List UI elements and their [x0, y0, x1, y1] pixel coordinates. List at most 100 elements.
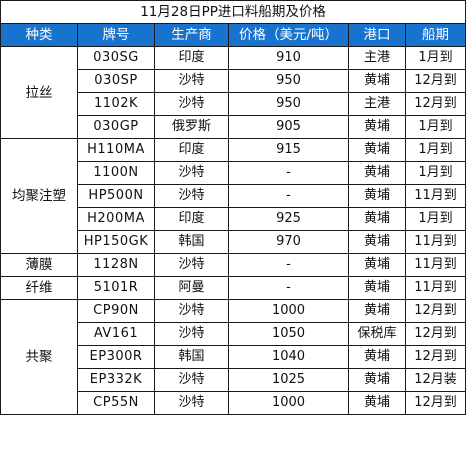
producer-cell: 阿曼 — [154, 276, 229, 300]
schedule-cell: 12月到 — [404, 391, 466, 415]
producer-cell: 印度 — [154, 207, 229, 231]
producer-cell: 韩国 — [154, 345, 229, 369]
schedule-cell: 12月到 — [404, 69, 466, 93]
price-cell: 1025 — [228, 368, 349, 392]
header-row: 种类 牌号 生产商 价格（美元/吨） 港口 船期 — [0, 23, 466, 47]
price-cell: 905 — [228, 115, 349, 139]
price-cell: 1050 — [228, 322, 349, 346]
table-row: H200MA 印度 925 黄埔 1月到 — [1, 207, 466, 231]
grade-cell: H200MA — [77, 207, 155, 231]
price-cell: 970 — [228, 230, 349, 254]
table-row: HP150GK 韩国 970 黄埔 11月到 — [1, 230, 466, 254]
schedule-cell: 12月到 — [404, 345, 466, 369]
producer-cell: 沙特 — [154, 92, 229, 116]
table-row: AV161 沙特 1050 保税库 12月到 — [1, 322, 466, 346]
port-cell: 黄埔 — [348, 345, 406, 369]
producer-cell: 沙特 — [154, 368, 229, 392]
grade-cell: 5101R — [77, 276, 155, 300]
grade-cell: 1100N — [77, 161, 155, 185]
port-cell: 黄埔 — [348, 368, 406, 392]
price-cell: 915 — [228, 138, 349, 162]
table-row: 纤维 5101R 阿曼 - 黄埔 11月到 — [0, 276, 466, 300]
schedule-cell: 1月到 — [404, 46, 466, 70]
port-cell: 黄埔 — [348, 207, 406, 231]
port-cell: 黄埔 — [348, 276, 406, 300]
table-row: 030SP 沙特 950 黄埔 12月到 — [1, 69, 466, 93]
category-cell: 共聚 — [0, 299, 78, 415]
table-row: EP332K 沙特 1025 黄埔 12月装 — [1, 368, 466, 392]
header-port: 港口 — [348, 23, 406, 47]
producer-cell: 沙特 — [154, 299, 229, 323]
grade-cell: 030SP — [77, 69, 155, 93]
table-body: 拉丝 030SG 印度 910 主港 1月到 030SP 沙特 950 黄埔 12月到 1102K 沙特… — [0, 46, 466, 415]
grade-cell: 1128N — [77, 253, 155, 277]
grade-cell: EP300R — [77, 345, 155, 369]
header-schedule: 船期 — [404, 23, 466, 47]
table-row: 1102K 沙特 950 主港 12月到 — [1, 92, 466, 116]
pp-import-table: 11月28日PP进口料船期及价格 种类 牌号 生产商 价格（美元/吨） 港口 船… — [0, 0, 466, 415]
schedule-cell: 11月到 — [404, 184, 466, 208]
price-cell: 950 — [228, 69, 349, 93]
schedule-cell: 11月到 — [404, 253, 466, 277]
producer-cell: 沙特 — [154, 391, 229, 415]
category-cell: 薄膜 — [0, 253, 78, 277]
header-price: 价格（美元/吨） — [228, 23, 349, 47]
price-cell: 925 — [228, 207, 349, 231]
header-category: 种类 — [0, 23, 78, 47]
producer-cell: 沙特 — [154, 184, 229, 208]
producer-cell: 沙特 — [154, 69, 229, 93]
grade-cell: 030SG — [77, 46, 155, 70]
schedule-cell: 12月到 — [404, 92, 466, 116]
header-producer: 生产商 — [154, 23, 229, 47]
header-grade: 牌号 — [77, 23, 155, 47]
producer-cell: 沙特 — [154, 253, 229, 277]
table-title: 11月28日PP进口料船期及价格 — [0, 0, 466, 24]
producer-cell: 沙特 — [154, 161, 229, 185]
schedule-cell: 12月装 — [404, 368, 466, 392]
category-cell: 均聚注塑 — [0, 138, 78, 254]
port-cell: 黄埔 — [348, 138, 406, 162]
port-cell: 黄埔 — [348, 115, 406, 139]
port-cell: 黄埔 — [348, 184, 406, 208]
schedule-cell: 1月到 — [404, 138, 466, 162]
port-cell: 保税库 — [348, 322, 406, 346]
grade-cell: H110MA — [77, 138, 155, 162]
grade-cell: 030GP — [77, 115, 155, 139]
price-cell: 950 — [228, 92, 349, 116]
port-cell: 黄埔 — [348, 161, 406, 185]
price-cell: 1000 — [228, 299, 349, 323]
table-row: 共聚 CP90N 沙特 1000 黄埔 12月到 — [0, 299, 466, 415]
table-row: 均聚注塑 H110MA 印度 915 黄埔 1月到 — [0, 138, 466, 254]
grade-cell: HP150GK — [77, 230, 155, 254]
producer-cell: 沙特 — [154, 322, 229, 346]
producer-cell: 印度 — [154, 138, 229, 162]
table-row: 拉丝 030SG 印度 910 主港 1月到 — [0, 46, 466, 139]
producer-cell: 印度 — [154, 46, 229, 70]
grade-cell: CP55N — [77, 391, 155, 415]
port-cell: 黄埔 — [348, 69, 406, 93]
port-cell: 黄埔 — [348, 230, 406, 254]
grade-cell: 1102K — [77, 92, 155, 116]
price-cell: - — [228, 253, 349, 277]
schedule-cell: 1月到 — [404, 207, 466, 231]
port-cell: 黄埔 — [348, 391, 406, 415]
grade-cell: AV161 — [77, 322, 155, 346]
price-cell: 1000 — [228, 391, 349, 415]
category-cell: 拉丝 — [0, 46, 78, 139]
grade-cell: HP500N — [77, 184, 155, 208]
producer-cell: 俄罗斯 — [154, 115, 229, 139]
port-cell: 主港 — [348, 92, 406, 116]
price-cell: - — [228, 184, 349, 208]
port-cell: 黄埔 — [348, 253, 406, 277]
schedule-cell: 12月到 — [404, 322, 466, 346]
schedule-cell: 12月到 — [404, 299, 466, 323]
table-row: 030GP 俄罗斯 905 黄埔 1月到 — [1, 115, 466, 139]
port-cell: 黄埔 — [348, 299, 406, 323]
producer-cell: 韩国 — [154, 230, 229, 254]
category-cell: 纤维 — [0, 276, 78, 300]
price-cell: 1040 — [228, 345, 349, 369]
grade-cell: EP332K — [77, 368, 155, 392]
table-row: CP55N 沙特 1000 黄埔 12月到 — [1, 391, 466, 415]
table-row: 1100N 沙特 - 黄埔 1月到 — [1, 161, 466, 185]
grade-cell: CP90N — [77, 299, 155, 323]
